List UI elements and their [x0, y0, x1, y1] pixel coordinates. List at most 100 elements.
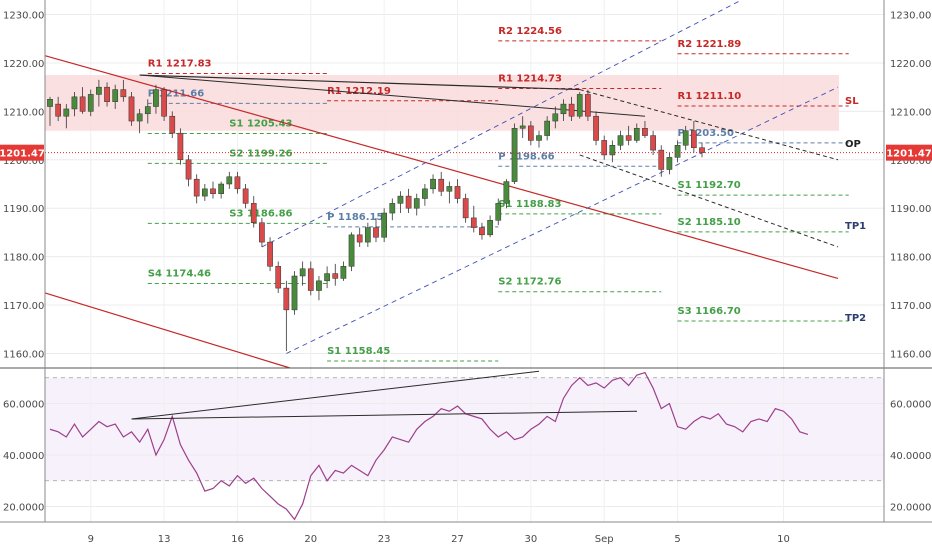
candle-body [112, 89, 119, 102]
candle-body [242, 188, 249, 204]
pivot-level-label: S1 1205.43 [229, 118, 292, 129]
candle-body [446, 186, 453, 192]
date-tick: 9 [88, 534, 94, 545]
date-tick: 30 [524, 534, 537, 545]
pivot-level-label: S1 1158.45 [327, 346, 390, 357]
candle-body [104, 86, 110, 102]
pivot-level-label: S3 1166.70 [678, 306, 741, 317]
candle-body [536, 135, 542, 141]
current-price-badge-right [886, 144, 932, 161]
price-tick-right: 1230.00 [890, 11, 931, 22]
pivot-level-label: P 1203.50 [678, 128, 734, 139]
candle-body [397, 195, 404, 204]
candle-body [283, 287, 290, 311]
price-tick-left: 1210.00 [3, 107, 44, 118]
pivot-level-label: S1 1192.70 [678, 180, 741, 191]
pivot-level-label: R2 1221.89 [678, 39, 742, 50]
candle-body [348, 234, 355, 267]
candle-body [71, 96, 78, 110]
pivot-level-label: S4 1174.46 [148, 268, 211, 279]
candle-body [593, 115, 599, 141]
pivot-level-label: P 1211.66 [148, 88, 204, 99]
price-tick-right: 1180.00 [890, 253, 931, 264]
candle-body [356, 234, 363, 243]
candle-body [144, 106, 151, 115]
candle-body [470, 217, 477, 228]
candle-body [519, 125, 526, 129]
candle-body [642, 128, 648, 136]
candle-body [169, 115, 176, 134]
trendline-lower [44, 292, 291, 369]
price-tick-right: 1200.00 [890, 156, 931, 167]
candle-body [87, 94, 94, 112]
date-tick: 13 [158, 534, 171, 545]
pivot-level-label: R1 1212.19 [327, 86, 391, 97]
candle-body [609, 145, 616, 156]
tag-tp1: TP1 [845, 221, 866, 232]
candle-body [495, 203, 502, 221]
candle-body [153, 89, 159, 107]
candle-body [161, 89, 167, 117]
candle-body [462, 198, 469, 219]
candle-body [682, 130, 689, 146]
candle-body [55, 103, 61, 117]
pivot-level-label: S2 1185.10 [678, 217, 741, 228]
rsi-tick-left: 60.0000 [3, 399, 44, 410]
candle-body [544, 120, 550, 136]
price-tick-right: 1210.00 [890, 107, 931, 118]
candle-body [267, 241, 273, 267]
candle-body [381, 212, 387, 238]
current-price-label-right: 1201.47 [886, 149, 932, 160]
candle-body [202, 188, 208, 197]
pivot-level-label: R1 1217.83 [148, 58, 212, 69]
projection-line-upper [579, 89, 839, 161]
candle-body [120, 89, 127, 98]
price-tick-left: 1200.00 [3, 156, 44, 167]
price-tick-right: 1170.00 [890, 301, 931, 312]
price-tick-right: 1160.00 [890, 349, 931, 360]
divergence-line [139, 74, 580, 91]
candle-body [413, 198, 420, 209]
candle-body [193, 178, 200, 197]
rsi-band [45, 377, 884, 481]
price-tick-left: 1190.00 [3, 204, 44, 215]
candle-body [405, 195, 412, 209]
price-tick-left: 1160.00 [3, 349, 44, 360]
candle-body [275, 266, 282, 289]
candle-body [79, 96, 86, 112]
price-tick-left: 1180.00 [3, 253, 44, 264]
candle-body [511, 128, 518, 182]
candle-body [332, 273, 339, 279]
price-tick-left: 1170.00 [3, 301, 44, 312]
candle-body [568, 103, 575, 117]
candle-body [560, 103, 567, 115]
candle-body [438, 178, 445, 192]
rsi-tick-left: 40.0000 [3, 451, 44, 462]
price-tick-right: 1220.00 [890, 59, 931, 70]
rsi-tick-left: 20.0000 [3, 503, 44, 514]
candle-body [250, 203, 257, 223]
candle-body [218, 183, 225, 194]
candle-body [316, 280, 322, 291]
pivot-level-label: S1 1188.83 [498, 199, 561, 210]
candle-body [299, 268, 306, 277]
tag-sl: SL [845, 96, 859, 107]
candle-body [601, 140, 608, 156]
pivot-level-label: R1 1211.10 [678, 91, 742, 102]
channel-upper [261, 0, 743, 248]
candle-body [365, 227, 371, 243]
pivot-level-label: R2 1224.56 [498, 26, 562, 37]
candle-body [128, 96, 135, 122]
date-tick: 10 [777, 534, 790, 545]
candle-body [487, 220, 493, 236]
date-tick: 5 [674, 534, 680, 545]
candle-body [503, 181, 510, 204]
price-tick-left: 1220.00 [3, 59, 44, 70]
price-tick-left: 1230.00 [3, 11, 44, 22]
projection-line-lower [579, 154, 839, 248]
candle-body [47, 99, 53, 107]
candle-body [633, 128, 640, 141]
pivot-level-label: P 1186.15 [327, 212, 383, 223]
date-tick: Sep [595, 534, 614, 545]
